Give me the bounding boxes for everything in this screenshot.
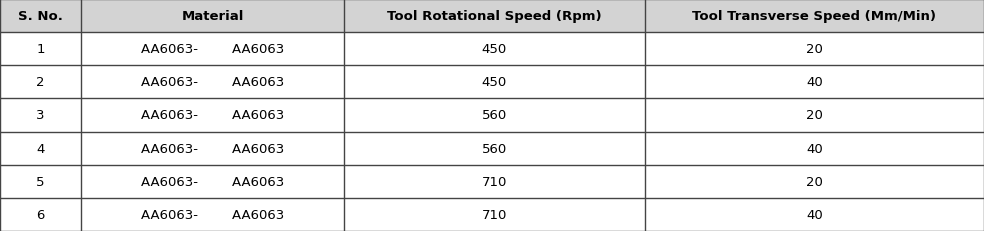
Text: 6: 6 (36, 208, 44, 221)
Bar (0, 132, 984, 165)
Text: Material: Material (181, 10, 244, 23)
Bar (0, 33, 984, 66)
Text: Tool Transverse Speed (Mm/Min): Tool Transverse Speed (Mm/Min) (693, 10, 936, 23)
Text: 560: 560 (482, 109, 507, 122)
Text: 3: 3 (36, 109, 44, 122)
Text: AA6063-        AA6063: AA6063- AA6063 (141, 76, 284, 89)
Text: 5: 5 (36, 175, 44, 188)
Text: 40: 40 (806, 208, 823, 221)
Bar (0, 0, 984, 33)
Text: AA6063-        AA6063: AA6063- AA6063 (141, 208, 284, 221)
Text: 560: 560 (482, 142, 507, 155)
Text: 2: 2 (36, 76, 44, 89)
Text: 710: 710 (482, 175, 507, 188)
Text: S. No.: S. No. (18, 10, 63, 23)
Text: Tool Rotational Speed (Rpm): Tool Rotational Speed (Rpm) (387, 10, 602, 23)
Bar (0, 198, 984, 231)
Text: 20: 20 (806, 43, 823, 56)
Text: 4: 4 (36, 142, 44, 155)
Text: AA6063-        AA6063: AA6063- AA6063 (141, 175, 284, 188)
Text: 450: 450 (482, 76, 507, 89)
Text: 450: 450 (482, 43, 507, 56)
Bar (0, 66, 984, 99)
Text: AA6063-        AA6063: AA6063- AA6063 (141, 109, 284, 122)
Text: 20: 20 (806, 109, 823, 122)
Text: 40: 40 (806, 76, 823, 89)
Text: 1: 1 (36, 43, 44, 56)
Bar (0, 165, 984, 198)
Text: 20: 20 (806, 175, 823, 188)
Text: 710: 710 (482, 208, 507, 221)
Text: AA6063-        AA6063: AA6063- AA6063 (141, 142, 284, 155)
Bar (0, 99, 984, 132)
Text: AA6063-        AA6063: AA6063- AA6063 (141, 43, 284, 56)
Text: 40: 40 (806, 142, 823, 155)
